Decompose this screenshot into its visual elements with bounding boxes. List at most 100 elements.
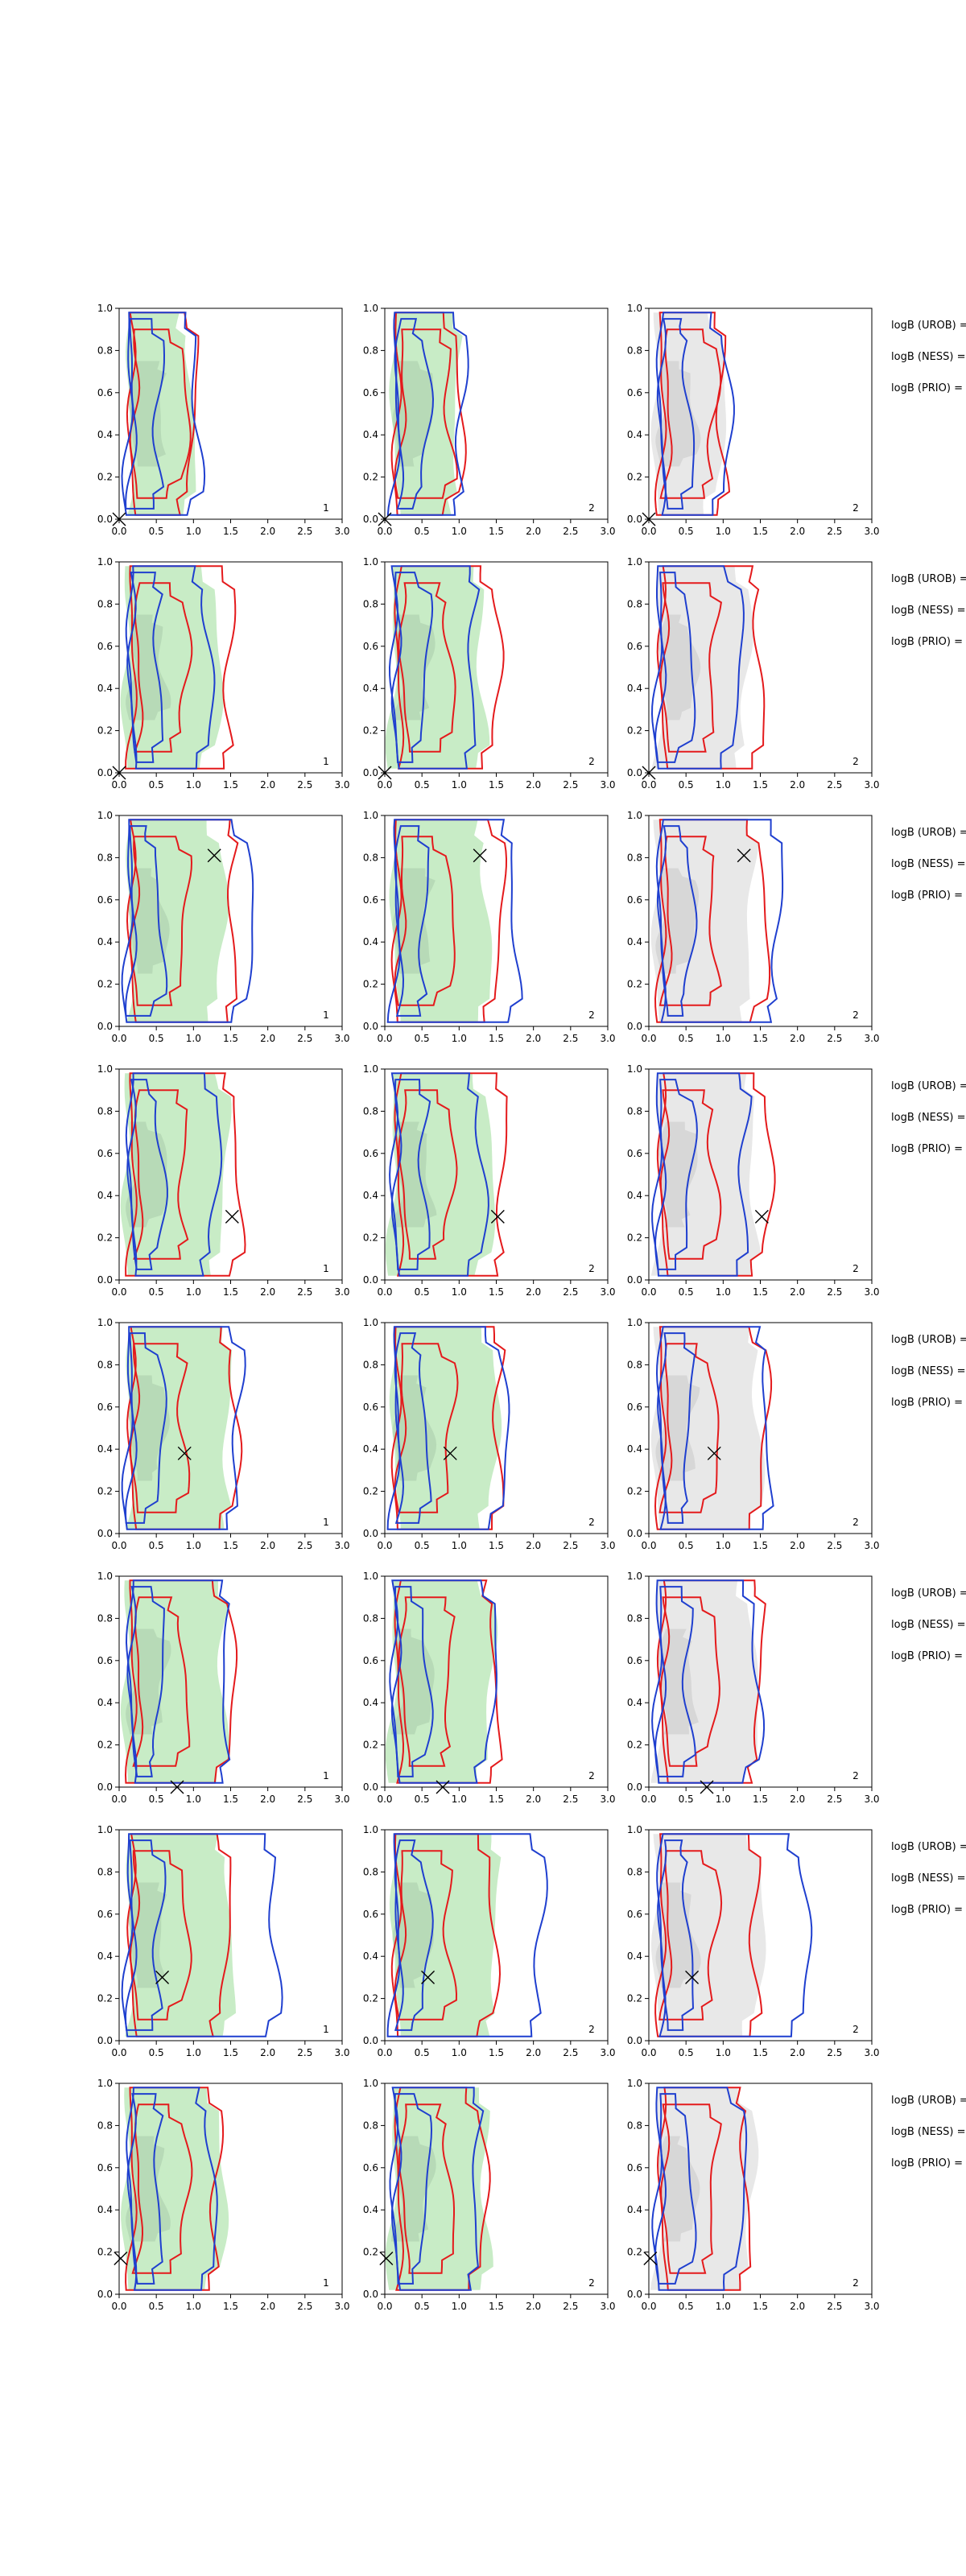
y-tick-label: 0.0 [97,1528,113,1539]
filled-region-inner [391,2136,436,2242]
y-tick-label: 1.0 [363,556,378,568]
x-tick-label: 3.0 [864,1794,879,1805]
x-tick-label: 0.0 [377,526,392,537]
red-contour-inner [133,1089,189,1260]
red-contour-inner [129,1343,191,1513]
side-label: logB (UROB) = [891,1841,966,1853]
x-tick-label: 0.5 [679,526,694,537]
x-tick-label: 3.0 [864,2301,879,2312]
x-tick-label: 0.0 [377,1794,392,1805]
x-tick-label: 2.5 [297,1794,312,1805]
red-contour-outer [390,1326,506,1530]
blue-contour-inner [390,572,434,763]
y-tick-label: 0.0 [363,1781,378,1793]
y-tick-label: 0.0 [363,514,378,525]
x-tick-label: 2.0 [790,1286,805,1298]
x-tick-label: 2.0 [526,526,541,537]
y-tick-label: 0.6 [627,2162,642,2174]
x-tick-label: 2.5 [827,2301,842,2312]
x-marker [685,1970,700,1984]
x-marker [114,2251,128,2265]
x-tick-label: 2.5 [563,1540,578,1551]
side-label: logB (NESS) = [891,1619,965,1631]
side-label: logB (UROB) = [891,1587,966,1600]
panel-r1-c3: 0.0 0.5 1.0 1.5 2.0 2.5 3.0 0.0 0.2 0.4 0.6 0.8 1.0 2 [627,303,880,537]
blue-contour-outer [389,1072,489,1277]
blue-contour-inner [125,318,166,510]
blue-contour-inner [394,1839,434,2031]
x-tick-label: 1.0 [452,779,467,791]
plot-area [650,2087,759,2291]
filled-region-outer [120,1073,232,1276]
y-tick-label: 0.4 [627,1697,642,1708]
blue-contour-inner [390,1586,434,1777]
x-tick-label: 2.5 [827,2047,842,2058]
red-contour-outer [654,312,731,516]
blue-contour-inner [126,2093,164,2285]
x-marker [225,1209,239,1224]
x-tick-label: 2.0 [260,2301,275,2312]
x-marker [421,1970,436,1984]
y-tick-label: 0.4 [627,429,642,440]
y-tick-label: 0.0 [627,1274,642,1286]
y-tick-label: 0.6 [627,387,642,398]
panel-label: 1 [323,502,329,514]
panel-label: 2 [852,502,859,514]
x-tick-label: 0.0 [111,1286,126,1298]
y-tick-label: 0.6 [627,1402,642,1413]
y-tick-label: 1.0 [97,2078,113,2089]
red-contour-outer [125,2087,225,2291]
side-label: logB (PRIO) = [891,636,963,648]
x-tick-label: 1.0 [716,2047,731,2058]
red-contour-outer [656,2087,752,2291]
x-tick-label: 1.5 [223,1540,238,1551]
panel-label: 1 [323,1770,329,1781]
x-marker [177,1446,192,1460]
red-contour-inner [660,2103,722,2274]
x-tick-label: 2.0 [526,2301,541,2312]
panel-r5-c3: 0.0 0.5 1.0 1.5 2.0 2.5 3.0 0.0 0.2 0.4 0.6 0.8 1.0 2 [627,1317,880,1551]
x-tick-label: 1.5 [223,1286,238,1298]
y-tick-label: 0.2 [97,472,113,483]
x-tick-label: 0.5 [149,779,164,791]
x-tick-label: 0.5 [679,2301,694,2312]
y-tick-label: 0.6 [97,1909,113,1920]
x-tick-label: 2.5 [563,2301,578,2312]
x-tick-label: 1.5 [223,779,238,791]
x-tick-label: 1.0 [452,1540,467,1551]
y-tick-label: 0.8 [363,598,378,609]
panel-r3-c3: 0.0 0.5 1.0 1.5 2.0 2.5 3.0 0.0 0.2 0.4 0.6 0.8 1.0 2 [627,810,880,1044]
filled-region-inner [127,868,170,974]
y-tick-label: 0.8 [363,2120,378,2131]
x-tick-label: 2.5 [563,1286,578,1298]
x-tick-label: 2.5 [563,526,578,537]
panel-label: 2 [852,1517,859,1528]
blue-contour-inner [394,1332,432,1524]
x-marker [443,1446,457,1460]
x-tick-label: 0.0 [641,1286,656,1298]
y-tick-label: 1.0 [627,1571,642,1582]
y-tick-label: 0.8 [363,1612,378,1624]
panel-r4-c3: 0.0 0.5 1.0 1.5 2.0 2.5 3.0 0.0 0.2 0.4 0.6 0.8 1.0 2 [627,1063,880,1298]
blue-contour-inner [656,825,698,1017]
y-tick-label: 0.0 [97,2289,113,2300]
blue-contour-inner [654,1079,698,1270]
y-tick-label: 0.6 [97,2162,113,2174]
x-tick-label: 1.5 [753,1540,768,1551]
y-tick-label: 0.6 [363,1402,378,1413]
y-tick-label: 1.0 [627,1063,642,1075]
x-tick-label: 1.0 [452,1286,467,1298]
x-tick-label: 1.5 [753,1794,768,1805]
panel-r2-c3: 0.0 0.5 1.0 1.5 2.0 2.5 3.0 0.0 0.2 0.4 0.6 0.8 1.0 2 [627,556,880,791]
x-tick-label: 1.0 [186,1540,201,1551]
plot-area [650,819,784,1023]
x-tick-label: 0.5 [149,526,164,537]
y-tick-label: 1.0 [97,1571,113,1582]
x-tick-label: 2.0 [526,1286,541,1298]
panel-r1-c1: 0.0 0.5 1.0 1.5 2.0 2.5 3.0 0.0 0.2 0.4 0.6 0.8 1.0 1 [97,303,350,537]
y-tick-label: 1.0 [97,1063,113,1075]
y-tick-label: 1.0 [627,2078,642,2089]
x-tick-label: 0.5 [679,1033,694,1044]
x-tick-label: 1.0 [716,1286,731,1298]
red-contour-outer [394,1072,508,1277]
